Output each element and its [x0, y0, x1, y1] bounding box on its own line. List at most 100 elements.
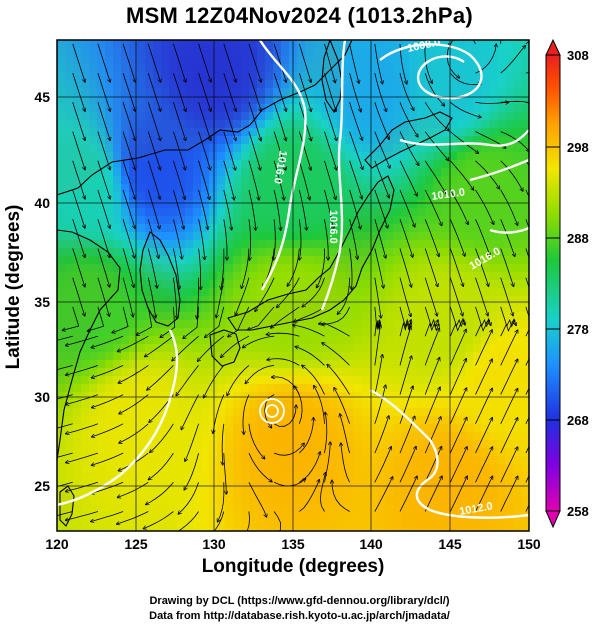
field-cell [417, 144, 426, 153]
field-cell [353, 48, 362, 57]
chart-title: MSM 12Z04Nov2024 (1013.2hPa) [125, 3, 474, 28]
streamline [324, 131, 337, 170]
field-cell [361, 504, 370, 513]
field-cell [89, 136, 98, 145]
field-cell [57, 136, 66, 145]
field-cell [369, 224, 378, 233]
x-tick-label: 130 [202, 536, 226, 552]
field-cell [473, 496, 482, 505]
field-cell [217, 512, 226, 521]
field-cell [193, 160, 202, 169]
field-cell [153, 48, 162, 57]
field-cell [273, 400, 282, 409]
field-cell [81, 48, 90, 57]
field-cell [257, 496, 266, 505]
field-cell [425, 128, 434, 137]
field-cell [297, 160, 306, 169]
field-cell [105, 216, 114, 225]
field-cell [201, 208, 210, 217]
field-cell [417, 520, 426, 529]
field-cell [513, 152, 522, 161]
field-cell [361, 48, 370, 57]
field-cell [297, 88, 306, 97]
field-cell [265, 168, 274, 177]
field-cell [513, 408, 522, 417]
field-cell [225, 64, 234, 73]
field-cell [449, 168, 458, 177]
field-cell [177, 160, 186, 169]
field-cell [313, 168, 322, 177]
field-cell [89, 128, 98, 137]
field-cell [201, 392, 210, 401]
field-cell [177, 352, 186, 361]
field-cell [305, 112, 314, 121]
field-cell [313, 392, 322, 401]
field-cell [265, 472, 274, 481]
field-cell [161, 216, 170, 225]
streamline [319, 473, 325, 512]
field-cell [273, 192, 282, 201]
field-cell [225, 440, 234, 449]
field-cell [385, 152, 394, 161]
field-cell [409, 160, 418, 169]
field-cell [257, 128, 266, 137]
field-cell [489, 464, 498, 473]
field-cell [225, 472, 234, 481]
field-cell [249, 528, 258, 531]
field-cell [473, 360, 482, 369]
field-cell [497, 352, 506, 361]
field-cell [97, 424, 106, 433]
field-cell [329, 464, 338, 473]
field-cell [241, 80, 250, 89]
field-cell [409, 96, 418, 105]
field-cell [497, 296, 506, 305]
field-cell [241, 304, 250, 313]
field-cell [465, 296, 474, 305]
field-cell [401, 192, 410, 201]
field-cell [81, 328, 90, 337]
field-cell [73, 392, 82, 401]
field-cell [297, 40, 306, 49]
field-cell [297, 336, 306, 345]
field-cell [345, 472, 354, 481]
streamline [298, 189, 306, 230]
field-cell [233, 456, 242, 465]
field-cell [121, 240, 130, 249]
field-cell [161, 416, 170, 425]
field-cell [393, 440, 402, 449]
colorbar-tick: 258 [567, 504, 589, 519]
field-cell [153, 304, 162, 313]
field-cell [401, 112, 410, 121]
field-cell [81, 512, 90, 521]
field-cell [409, 224, 418, 233]
field-cell [201, 152, 210, 161]
field-cell [361, 440, 370, 449]
field-cell [457, 96, 466, 105]
field-cell [177, 168, 186, 177]
field-cell [225, 48, 234, 57]
field-cell [137, 408, 146, 417]
field-cell [169, 280, 178, 289]
streamline [72, 277, 85, 316]
field-cell [89, 152, 98, 161]
field-cell [393, 400, 402, 409]
field-cell [297, 504, 306, 513]
field-cell [401, 312, 410, 321]
field-cell [369, 152, 378, 161]
field-cell [169, 48, 178, 57]
field-cell [217, 464, 226, 473]
field-cell [193, 504, 202, 513]
field-cell [113, 280, 122, 289]
field-cell [313, 104, 322, 113]
field-cell [137, 176, 146, 185]
field-cell [297, 400, 306, 409]
field-cell [329, 288, 338, 297]
field-cell [193, 104, 202, 113]
field-cell [225, 168, 234, 177]
field-cell [305, 208, 314, 217]
field-cell [353, 160, 362, 169]
field-cell [97, 432, 106, 441]
field-cell [185, 392, 194, 401]
field-cell [521, 56, 529, 65]
field-cell [65, 408, 74, 417]
